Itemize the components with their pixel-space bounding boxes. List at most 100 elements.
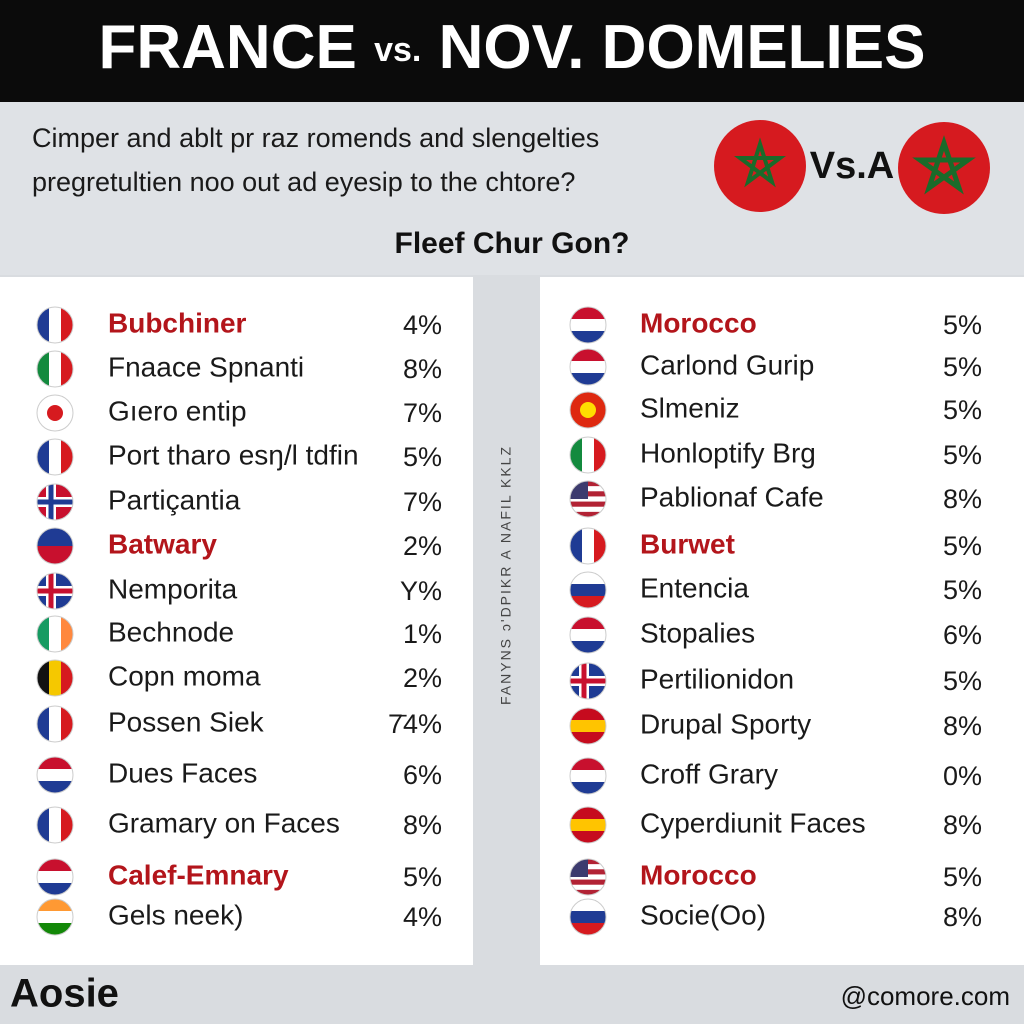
flag-rim: [569, 757, 607, 795]
flag-rim: [36, 756, 74, 794]
row-name: Dues Faces: [108, 757, 257, 788]
row-value: 5%: [943, 395, 982, 425]
row-name: Port tharo esŋ/l tdfin: [108, 439, 359, 470]
row-value: 5%: [943, 352, 982, 382]
flag-rim: [569, 527, 607, 565]
flag-icon: [570, 899, 606, 935]
row-name: Nemporita: [108, 573, 238, 604]
flag-rim: [569, 391, 607, 429]
versus: Vs.A: [810, 145, 894, 187]
flag-rim: [569, 480, 607, 518]
flag-rim: [36, 615, 74, 653]
flag-rim: [36, 705, 74, 743]
row-name: Pablionaf Cafe: [640, 481, 824, 512]
row-value: 8%: [943, 711, 982, 741]
row-name: Bechnode: [108, 616, 234, 647]
flag-icon: [570, 572, 606, 608]
flag-rim: [569, 348, 607, 386]
row-name: Pertilionidon: [640, 663, 794, 694]
flag-icon: [570, 392, 606, 428]
row-name: Morocco: [640, 859, 757, 890]
row-value: Y%: [400, 576, 442, 606]
flag-icon: [37, 899, 73, 935]
flag-icon: [37, 395, 73, 431]
row-value: 7%: [403, 487, 442, 517]
flag-rim: [569, 306, 607, 344]
left-panel: [0, 277, 473, 965]
flag-icon: [37, 706, 73, 742]
flag-left: [714, 120, 806, 212]
flag-icon: [37, 307, 73, 343]
flag-icon: [37, 807, 73, 843]
flag-rim: [36, 394, 74, 432]
flag-icon: [37, 573, 73, 609]
flag-icon: [37, 616, 73, 652]
row-value: 5%: [943, 862, 982, 892]
flag-icon: [570, 481, 606, 517]
row-value: 6%: [943, 620, 982, 650]
title-vs: vs.: [374, 31, 421, 69]
row-value: 8%: [403, 810, 442, 840]
row-name: Drupal Sporty: [640, 708, 811, 739]
row-name: Morocco: [640, 307, 757, 338]
flag-icon: [570, 758, 606, 794]
row-name: Partiçantia: [108, 484, 241, 515]
row-name: Fnaace Spnanti: [108, 351, 304, 382]
row-value: 5%: [403, 442, 442, 472]
row-value: 0%: [943, 761, 982, 791]
row-value: 5%: [943, 666, 982, 696]
flag-rim: [36, 306, 74, 344]
flag-rim: [36, 438, 74, 476]
flag-right: [898, 122, 990, 214]
flag-rim: [36, 858, 74, 896]
flag-rim: [36, 572, 74, 610]
row-name: Possen Siek: [108, 706, 265, 737]
flag-rim: [36, 659, 74, 697]
row-value: 5%: [943, 310, 982, 340]
flag-icon: [570, 859, 606, 895]
row-value: 7̄4%: [388, 709, 442, 739]
flag-icon: [570, 349, 606, 385]
flag-rim: [36, 350, 74, 388]
flag-icon: [37, 660, 73, 696]
subtitle: Fleef Chur Gon?: [395, 227, 630, 260]
rows: Bubchiner 4% Fnaace Spnanti 8% Gıero entip 7%…: [36, 306, 982, 936]
row-name: Socie(Oo): [640, 899, 766, 930]
row-name: Gıero entip: [108, 395, 247, 426]
flag-icon: [570, 437, 606, 473]
row-name: Entencia: [640, 572, 749, 603]
flag-icon: [570, 663, 606, 699]
row-name: Burwet: [640, 528, 735, 559]
row-name: Cyperdiunit Faces: [640, 807, 866, 838]
flag-rim: [569, 898, 607, 936]
title-left: FRANCE: [99, 13, 357, 82]
row-name: Gels neek): [108, 899, 243, 930]
row-name: Bubchiner: [108, 307, 247, 338]
row-name: Slmeniz: [640, 392, 740, 423]
logo: Aosie: [10, 972, 119, 1016]
row-name: Batwary: [108, 528, 217, 559]
title-right: NOV. DOMELIES: [439, 13, 926, 82]
row-value: 6%: [403, 760, 442, 790]
flag-rim: [569, 858, 607, 896]
intro-band: [0, 102, 1024, 275]
flag-rim: [569, 436, 607, 474]
flag-icon: [570, 708, 606, 744]
flag-rim: [569, 662, 607, 700]
credit: @comore.com: [841, 981, 1010, 1011]
flag-rim: [36, 483, 74, 521]
flag-icon: [37, 859, 73, 895]
header-bar: [0, 0, 1024, 102]
row-value: 5%: [943, 531, 982, 561]
flag-rim: [569, 571, 607, 609]
row-value: 2%: [403, 531, 442, 561]
row-value: 1%: [403, 619, 442, 649]
flag-icon: [37, 439, 73, 475]
row-value: 4%: [403, 310, 442, 340]
flag-icon: [37, 528, 73, 564]
flag-rim: [36, 527, 74, 565]
row-value: 5%: [943, 440, 982, 470]
flag-icon: [570, 617, 606, 653]
row-name: Gramary on Faces: [108, 807, 340, 838]
